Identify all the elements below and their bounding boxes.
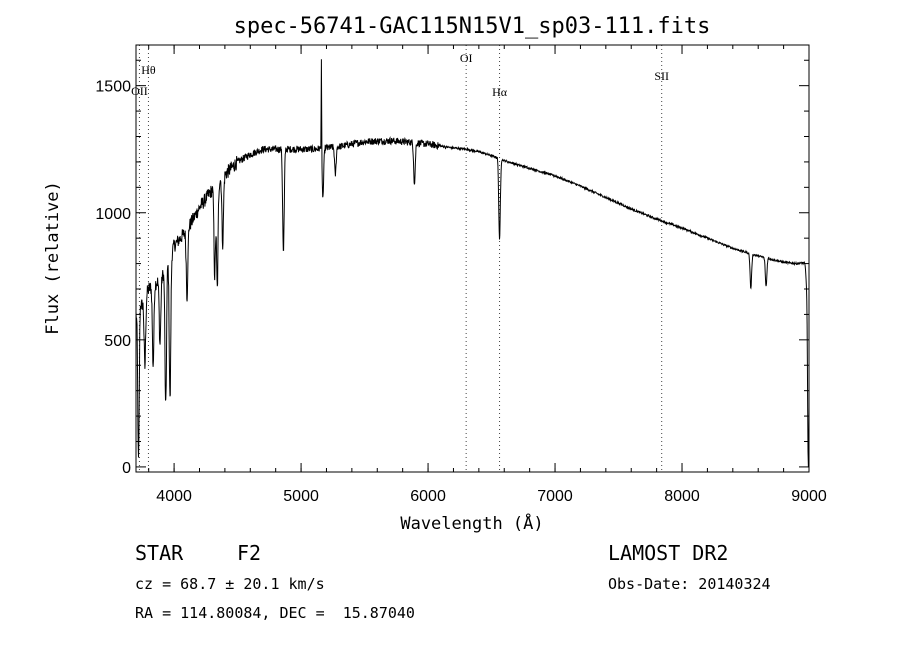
spectral-line-markers: Hθ OII OI Hα SII — [131, 45, 669, 472]
spectrum-chart: spec-56741-GAC115N15V1_sp03-111.fits Hθ O… — [43, 14, 827, 534]
x-axis: 4000 5000 6000 7000 8000 9000 — [148, 45, 827, 505]
line-marker-label: OI — [460, 51, 473, 65]
object-subclass: F2 — [237, 541, 262, 565]
y-tick-label: 500 — [104, 333, 131, 350]
chart-title: spec-56741-GAC115N15V1_sp03-111.fits — [234, 14, 711, 39]
x-tick-label: 9000 — [791, 488, 827, 505]
survey-name: LAMOST DR2 — [608, 541, 729, 565]
spectrum-line — [135, 59, 810, 468]
line-marker-label: Hθ — [141, 63, 156, 77]
redshift-velocity: cz = 68.7 ± 20.1 km/s — [135, 575, 325, 593]
x-tick-label: 4000 — [156, 488, 192, 505]
x-tick-label: 5000 — [283, 488, 319, 505]
x-tick-label: 7000 — [537, 488, 573, 505]
object-class: STAR — [135, 541, 184, 565]
y-axis: 0 500 1000 1500 — [95, 59, 809, 477]
y-tick-label: 1000 — [95, 206, 131, 223]
y-axis-label: Flux (relative) — [43, 181, 63, 335]
x-tick-label: 8000 — [664, 488, 700, 505]
y-tick-label: 0 — [122, 460, 131, 477]
coordinates: RA = 114.80084, DEC = 15.87040 — [135, 604, 415, 622]
line-marker-label: SII — [654, 69, 669, 83]
x-tick-label: 6000 — [410, 488, 446, 505]
y-tick-label: 1500 — [95, 79, 131, 96]
observation-date: Obs-Date: 20140324 — [608, 575, 771, 593]
plot-frame — [135, 44, 810, 473]
line-marker-label: OII — [131, 84, 148, 98]
plot-area — [135, 44, 810, 473]
line-marker-label: Hα — [492, 85, 508, 99]
x-axis-label: Wavelength (Å) — [400, 512, 543, 534]
